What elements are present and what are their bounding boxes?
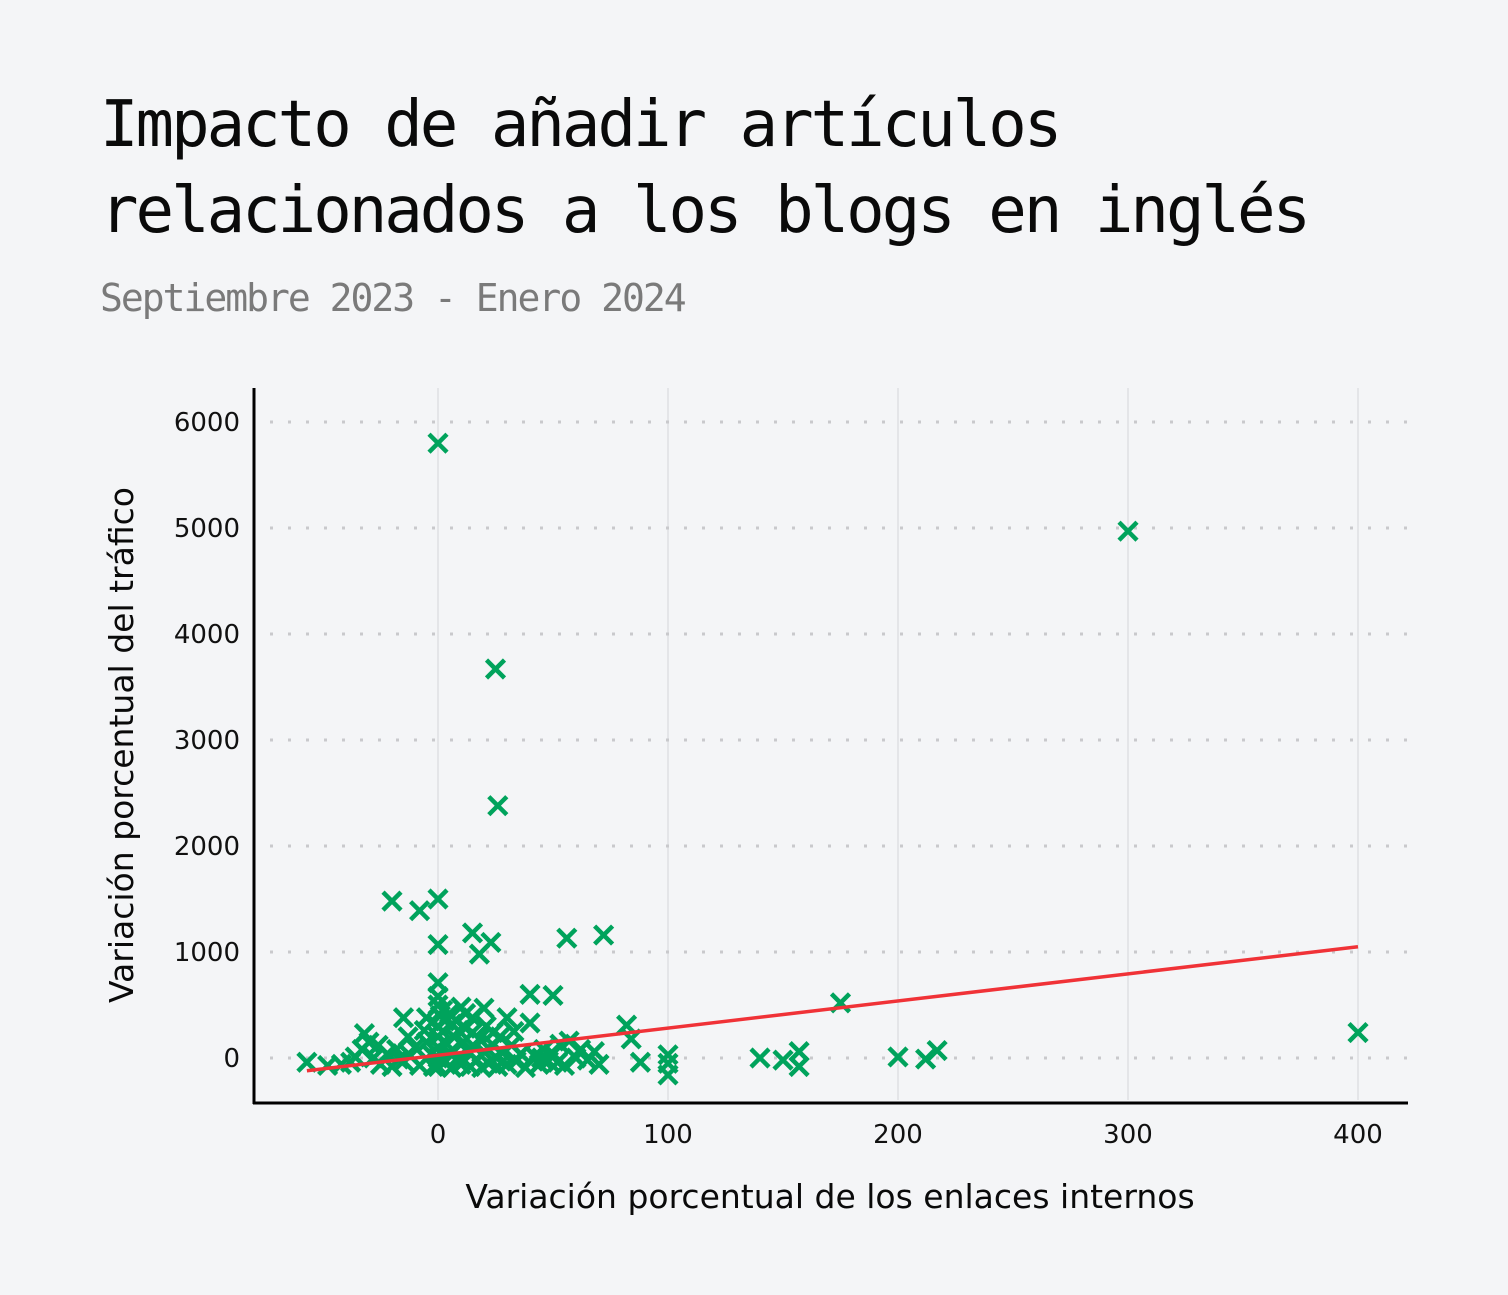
data-point: [427, 432, 449, 454]
data-point: [1117, 520, 1139, 542]
chart-subtitle: Septiembre 2023 - Enero 2024: [100, 276, 687, 320]
y-axis-label: Variación porcentual del tráfico: [102, 487, 141, 1003]
y-tick-label: 6000: [174, 408, 240, 438]
data-point: [296, 1051, 318, 1073]
data-point: [461, 1007, 484, 1029]
y-tick-label: 2000: [174, 832, 240, 862]
trend-line: [306, 944, 1359, 1073]
data-point: [503, 1020, 525, 1043]
data-point: [593, 924, 615, 946]
data-point: [519, 983, 541, 1005]
data-point: [583, 1041, 605, 1063]
data-point: [409, 900, 431, 922]
data-point: [404, 1036, 426, 1058]
data-point: [392, 1007, 415, 1029]
data-point: [788, 1055, 810, 1078]
x-tick-label: 0: [430, 1120, 447, 1150]
data-point: [887, 1046, 909, 1068]
data-point: [1347, 1021, 1369, 1044]
chart-title: Impacto de añadir artículos relacionados…: [100, 88, 1311, 248]
y-tick-label: 1000: [174, 938, 240, 968]
data-point: [397, 1026, 419, 1048]
data-point: [413, 1019, 435, 1042]
data-point: [556, 927, 578, 949]
x-tick-label: 200: [873, 1120, 923, 1150]
data-point: [657, 1044, 679, 1066]
data-point: [547, 1051, 569, 1073]
data-point: [427, 888, 449, 910]
y-tick-label: 0: [223, 1044, 240, 1074]
data-point: [468, 1028, 490, 1050]
data-point: [772, 1049, 794, 1071]
data-point: [629, 1051, 651, 1073]
y-tick-label: 4000: [174, 620, 240, 650]
x-tick-label: 100: [643, 1120, 693, 1150]
data-point: [657, 1064, 679, 1086]
data-point: [542, 984, 564, 1007]
data-point: [926, 1039, 948, 1062]
data-point: [367, 1034, 389, 1056]
data-point: [468, 943, 490, 965]
data-point: [484, 658, 507, 680]
y-tick-label: 5000: [174, 514, 240, 544]
x-tick-label: 400: [1333, 1120, 1383, 1150]
data-point: [530, 1047, 553, 1069]
data-point: [749, 1047, 771, 1069]
y-tick-label: 3000: [174, 726, 240, 756]
x-tick-label: 300: [1103, 1120, 1153, 1150]
data-point: [487, 795, 509, 817]
data-point: [461, 922, 484, 944]
data-point: [588, 1053, 610, 1075]
data-point: [427, 933, 449, 956]
data-point: [519, 1012, 541, 1034]
data-point: [427, 985, 449, 1008]
data-point: [482, 1021, 504, 1044]
data-point: [381, 890, 403, 912]
x-axis-label: Variación porcentual de los enlaces inte…: [465, 1177, 1194, 1216]
